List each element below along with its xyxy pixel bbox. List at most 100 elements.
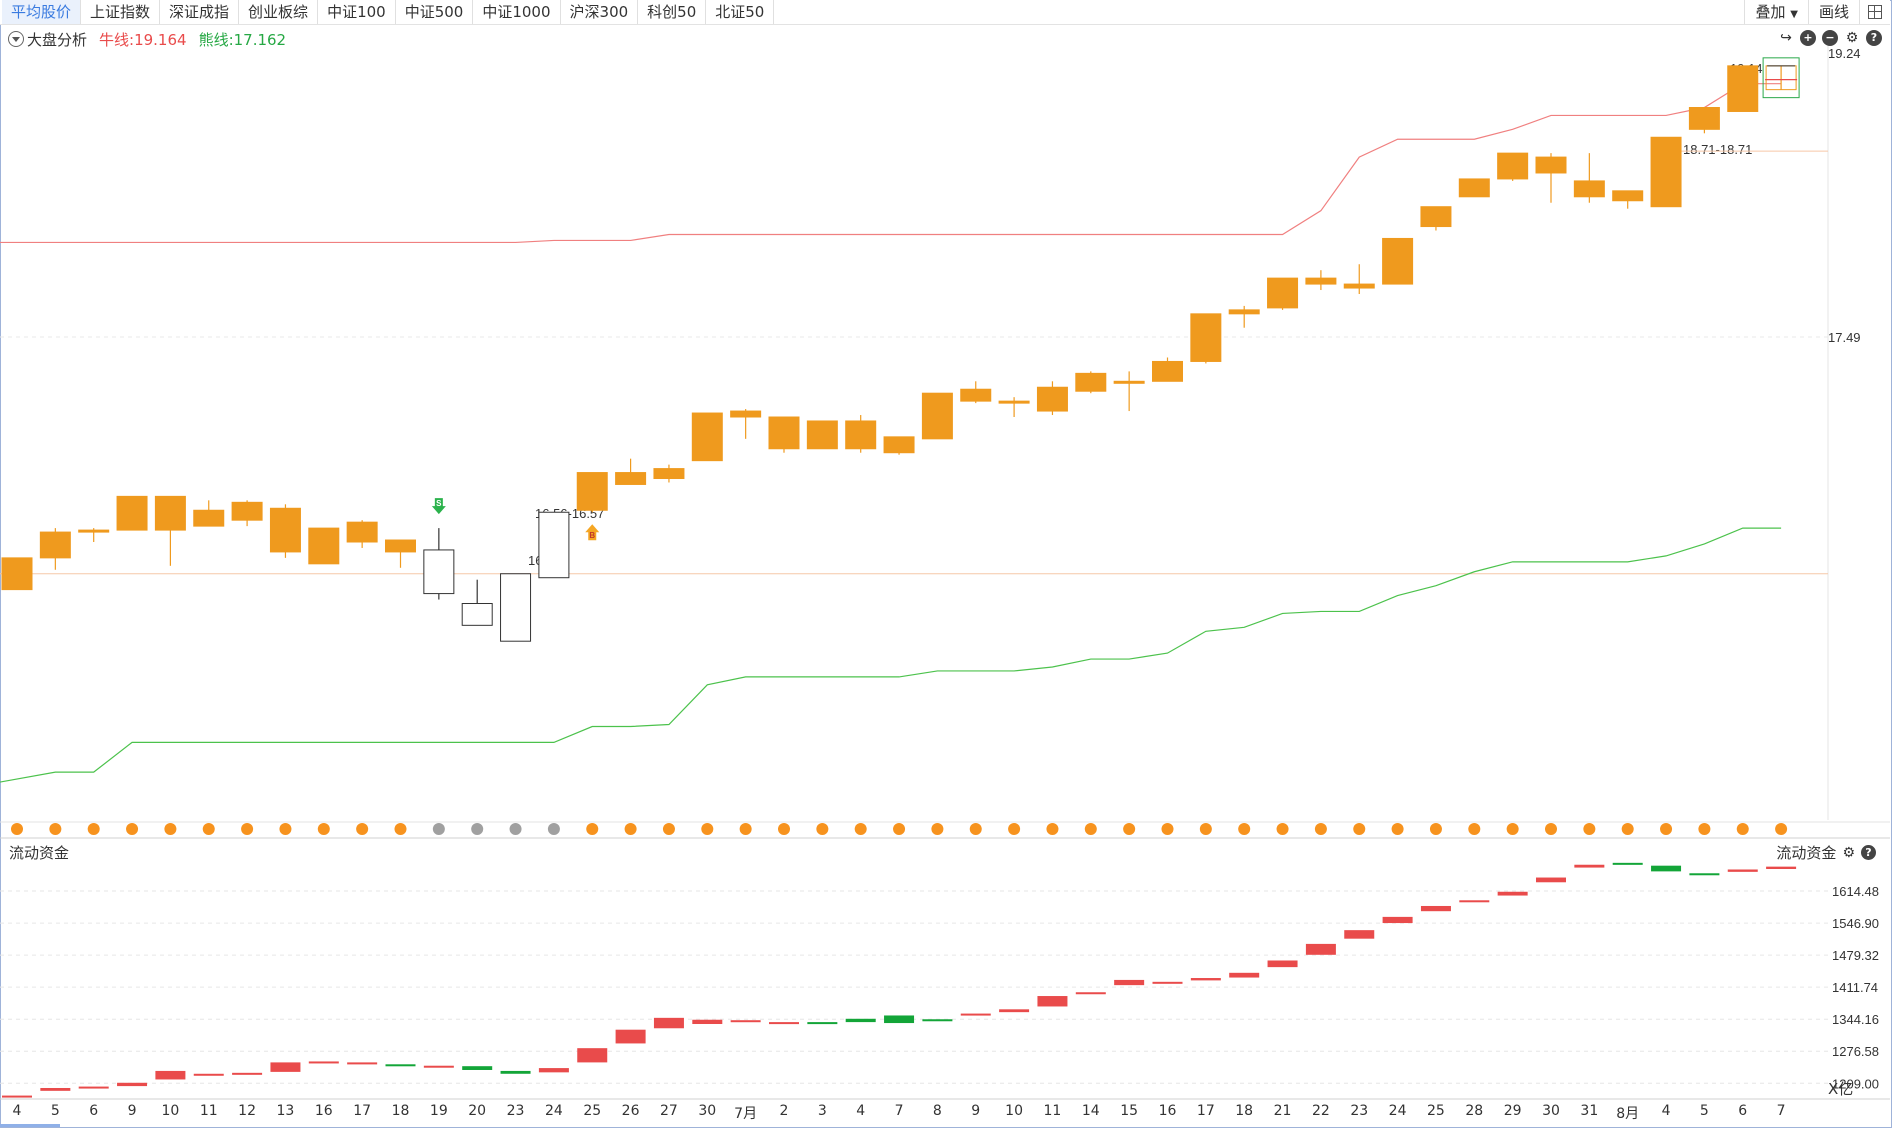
flow-panel-title-right[interactable]: 流动资金	[1776, 844, 1837, 862]
tab-chinext-composite[interactable]: 创业板综	[239, 0, 319, 24]
candle	[461, 579, 493, 626]
trend-dot	[1161, 823, 1174, 835]
x-axis-tick-label: 8月	[1616, 1106, 1640, 1122]
candle: S	[423, 498, 455, 600]
trend-dot	[509, 823, 522, 835]
x-axis-tick-label: 19	[429, 1103, 448, 1119]
candle-body	[576, 472, 608, 511]
overlay-label: 叠加	[1755, 3, 1786, 21]
tab-csi500[interactable]: 中证500	[396, 0, 474, 24]
tab-csi100[interactable]: 中证100	[318, 0, 396, 24]
trend-dot	[49, 823, 62, 835]
crosshair-box	[1762, 57, 1800, 99]
tab-shenzhen-component[interactable]: 深证成指	[160, 0, 240, 24]
flow-candle	[78, 1086, 109, 1089]
candle	[39, 528, 71, 570]
flow-candle	[1305, 943, 1336, 955]
tab-csi300[interactable]: 沪深300	[561, 0, 639, 24]
candle-body	[1612, 190, 1644, 202]
trend-dot	[1046, 823, 1059, 835]
trend-dot	[854, 823, 867, 835]
candle-body	[500, 573, 532, 642]
x-axis-tick-label: 23	[1350, 1103, 1369, 1119]
candle	[1727, 65, 1759, 112]
settings-gear-icon[interactable]: ⚙	[1842, 844, 1855, 861]
candle	[806, 420, 838, 450]
index-tab-bar: 平均股价 上证指数 深证成指 创业板综 中证100 中证500 中证1000 沪…	[0, 0, 1890, 25]
draw-line-button[interactable]: 画线	[1807, 0, 1859, 24]
trend-dot	[356, 823, 369, 835]
candle-body	[845, 420, 877, 450]
candle	[1573, 153, 1605, 203]
flow-axis-label: 1546.90	[1832, 916, 1879, 931]
candle-body	[691, 412, 723, 462]
trend-dot	[126, 823, 139, 835]
x-axis-tick-label: 18	[1235, 1103, 1254, 1119]
x-axis-tick-label: 29	[1503, 1103, 1522, 1119]
x-axis-tick-label: 4	[856, 1103, 866, 1119]
flow-candle	[347, 1062, 378, 1065]
x-axis-tick-label: 6	[89, 1103, 99, 1119]
candle-layer: SB	[0, 57, 1828, 783]
candle	[998, 397, 1030, 418]
candle	[1688, 107, 1720, 134]
main-axis-mid-label: 17.49	[1828, 330, 1861, 345]
dropdown-circle-icon[interactable]	[8, 31, 24, 47]
x-axis-tick-label: 5	[1699, 1103, 1709, 1119]
chart-tool-icons: ↪ + − ⚙ ?	[1778, 30, 1882, 46]
candle-body	[730, 410, 762, 418]
flow-candle	[193, 1073, 224, 1076]
flow-candle	[1497, 891, 1528, 896]
flow-candle	[1727, 869, 1758, 872]
flow-candle	[1459, 900, 1490, 903]
zoom-in-icon[interactable]: +	[1800, 30, 1816, 46]
candle-body	[883, 436, 915, 454]
share-icon[interactable]: ↪	[1780, 30, 1792, 46]
candle-body	[39, 531, 71, 559]
tab-csi1000[interactable]: 中证1000	[473, 0, 561, 24]
tab-bar-right-actions: 叠加 ▼ 画线	[1744, 0, 1890, 24]
candle	[1267, 277, 1299, 310]
flow-candle	[577, 1048, 608, 1063]
help-icon[interactable]: ?	[1861, 845, 1876, 860]
flow-candle	[1190, 978, 1221, 981]
x-axis-tick-label: 4	[12, 1103, 22, 1119]
layout-grid-button[interactable]	[1859, 0, 1890, 24]
tab-star50[interactable]: 科创50	[638, 0, 707, 24]
x-axis-tick-label: 21	[1273, 1103, 1292, 1119]
grid-icon	[1868, 5, 1882, 19]
settings-gear-icon[interactable]: ⚙	[1845, 30, 1859, 46]
trend-dot	[1276, 823, 1289, 835]
flow-candle	[999, 1009, 1030, 1013]
trend-dot	[547, 823, 560, 835]
candle	[883, 436, 915, 455]
zoom-out-icon[interactable]: −	[1822, 30, 1838, 46]
trend-dot	[202, 823, 215, 835]
candle-body	[193, 509, 225, 527]
x-axis-tick-label: 20	[468, 1103, 487, 1119]
horizontal-scrollbar[interactable]	[0, 1124, 60, 1127]
tab-average-price[interactable]: 平均股价	[2, 0, 82, 24]
overlay-dropdown-button[interactable]: 叠加 ▼	[1744, 0, 1808, 24]
help-icon[interactable]: ?	[1866, 30, 1882, 46]
candle	[1420, 206, 1452, 231]
x-axis-tick-label: 24	[1388, 1103, 1407, 1119]
candle	[1650, 136, 1682, 208]
buy-signal-arrow	[585, 524, 600, 541]
flow-axis-label: 1614.48	[1832, 884, 1879, 899]
analysis-title[interactable]: 大盘分析	[27, 30, 88, 49]
tab-bse50[interactable]: 北证50	[706, 0, 775, 24]
trend-dot	[701, 823, 714, 835]
candle	[231, 500, 263, 527]
x-axis-tick-label: 14	[1081, 1103, 1100, 1119]
trend-dot-row	[11, 823, 1788, 835]
tab-shanghai-index[interactable]: 上证指数	[81, 0, 161, 24]
bear-line	[0, 527, 1782, 783]
candle-body	[1650, 136, 1682, 208]
candle-body	[768, 416, 800, 450]
candle	[1535, 153, 1567, 203]
x-axis-tick-label: 27	[660, 1103, 678, 1119]
x-axis-tick-label: 3	[817, 1103, 827, 1119]
candle	[1762, 57, 1800, 99]
trend-dot	[1238, 823, 1251, 835]
